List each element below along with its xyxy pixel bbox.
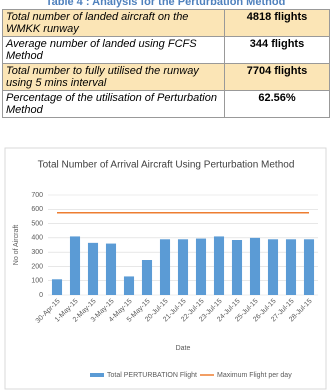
table-row: Total number of landed aircraft on the W… bbox=[2, 9, 330, 37]
y-tick-label: 100 bbox=[31, 278, 43, 285]
y-tick-label: 0 bbox=[39, 292, 43, 299]
y-axis-title: No of Aircraft bbox=[13, 225, 20, 266]
table-row: Average number of landed using FCFS Meth… bbox=[2, 36, 330, 64]
table-cell: 4818 flights bbox=[224, 9, 330, 37]
chart-title: Total Number of Arrival Aircraft Using P… bbox=[38, 160, 295, 171]
bar bbox=[105, 243, 117, 295]
table-title: Table 4 : Analysis for the Perturbation … bbox=[45, 0, 286, 8]
bar bbox=[177, 239, 189, 295]
legend-label: Maximum Flight per day bbox=[217, 372, 292, 379]
table-cell: Total number to fully utilised the runwa… bbox=[2, 63, 225, 91]
table: Total number of landed aircraft on the W… bbox=[2, 9, 330, 118]
legend-swatch bbox=[90, 373, 104, 377]
table-cell: 344 flights bbox=[224, 36, 330, 64]
bar bbox=[87, 242, 99, 295]
bar bbox=[249, 237, 261, 295]
bar bbox=[267, 239, 279, 295]
table-cell: Percentage of the utilisation of Perturb… bbox=[2, 90, 225, 118]
legend-label: Total PERTURBATION Flight bbox=[107, 372, 197, 379]
table-cell: 7704 flights bbox=[224, 63, 330, 91]
y-tick-label: 500 bbox=[31, 220, 43, 227]
table-row: Percentage of the utilisation of Perturb… bbox=[2, 90, 330, 118]
x-axis-title: Date bbox=[176, 345, 191, 352]
bar bbox=[231, 240, 243, 295]
y-tick-label: 700 bbox=[31, 192, 43, 199]
table-cell: Average number of landed using FCFS Meth… bbox=[2, 36, 225, 64]
bar bbox=[123, 276, 135, 295]
bar bbox=[285, 239, 297, 295]
bar bbox=[69, 236, 81, 295]
y-tick-label: 300 bbox=[31, 249, 43, 256]
bar bbox=[141, 260, 153, 295]
bar bbox=[159, 239, 171, 295]
chart: Total Number of Arrival Aircraft Using P… bbox=[4, 147, 327, 390]
y-tick-label: 200 bbox=[31, 263, 43, 270]
y-tick-label: 600 bbox=[31, 206, 43, 213]
table-cell: Total number of landed aircraft on the W… bbox=[2, 9, 225, 37]
bar bbox=[51, 279, 63, 295]
table-cell: 62.56% bbox=[224, 90, 330, 118]
bar bbox=[213, 236, 225, 295]
y-tick-label: 400 bbox=[31, 235, 43, 242]
table-row: Total number to fully utilised the runwa… bbox=[2, 63, 330, 91]
bar bbox=[195, 238, 207, 295]
bar bbox=[303, 239, 315, 295]
